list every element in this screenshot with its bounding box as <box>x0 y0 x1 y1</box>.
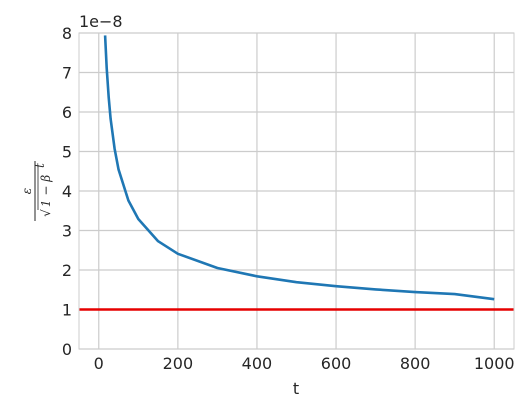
y-axis-label-radicand: 1 − β <box>39 175 53 207</box>
series-line-curve <box>103 35 495 301</box>
x-axis-label: t <box>293 379 299 398</box>
y-axis-label-sqrt: √ <box>39 209 53 217</box>
y-tick-labels: 0 1 2 3 4 5 6 7 8 <box>62 24 72 359</box>
x-tick-label: 200 <box>163 354 194 373</box>
series-layer <box>79 35 514 311</box>
y-tick-label: 1 <box>62 301 72 320</box>
x-tick-label: 600 <box>321 354 352 373</box>
x-tick-label: 0 <box>94 354 104 373</box>
y-tick-label: 7 <box>62 64 72 83</box>
y-tick-label: 8 <box>62 24 72 43</box>
y-tick-label: 0 <box>62 340 72 359</box>
y-axis-label-exponent: t <box>33 163 47 168</box>
x-tick-label: 400 <box>242 354 273 373</box>
y-tick-label: 2 <box>62 261 72 280</box>
y-offset-text: 1e−8 <box>79 12 123 31</box>
x-tick-label: 1000 <box>474 354 515 373</box>
y-tick-label: 6 <box>62 103 72 122</box>
y-axis-label: ε √ 1 − β t <box>20 161 53 221</box>
x-tick-labels: 0 200 400 600 800 1000 <box>94 354 515 373</box>
y-axis-label-numerator: ε <box>20 188 34 194</box>
y-tick-label: 3 <box>62 222 72 241</box>
x-tick-label: 800 <box>400 354 431 373</box>
y-tick-label: 4 <box>62 182 72 201</box>
y-tick-label: 5 <box>62 143 72 162</box>
plot-frame <box>78 32 515 350</box>
